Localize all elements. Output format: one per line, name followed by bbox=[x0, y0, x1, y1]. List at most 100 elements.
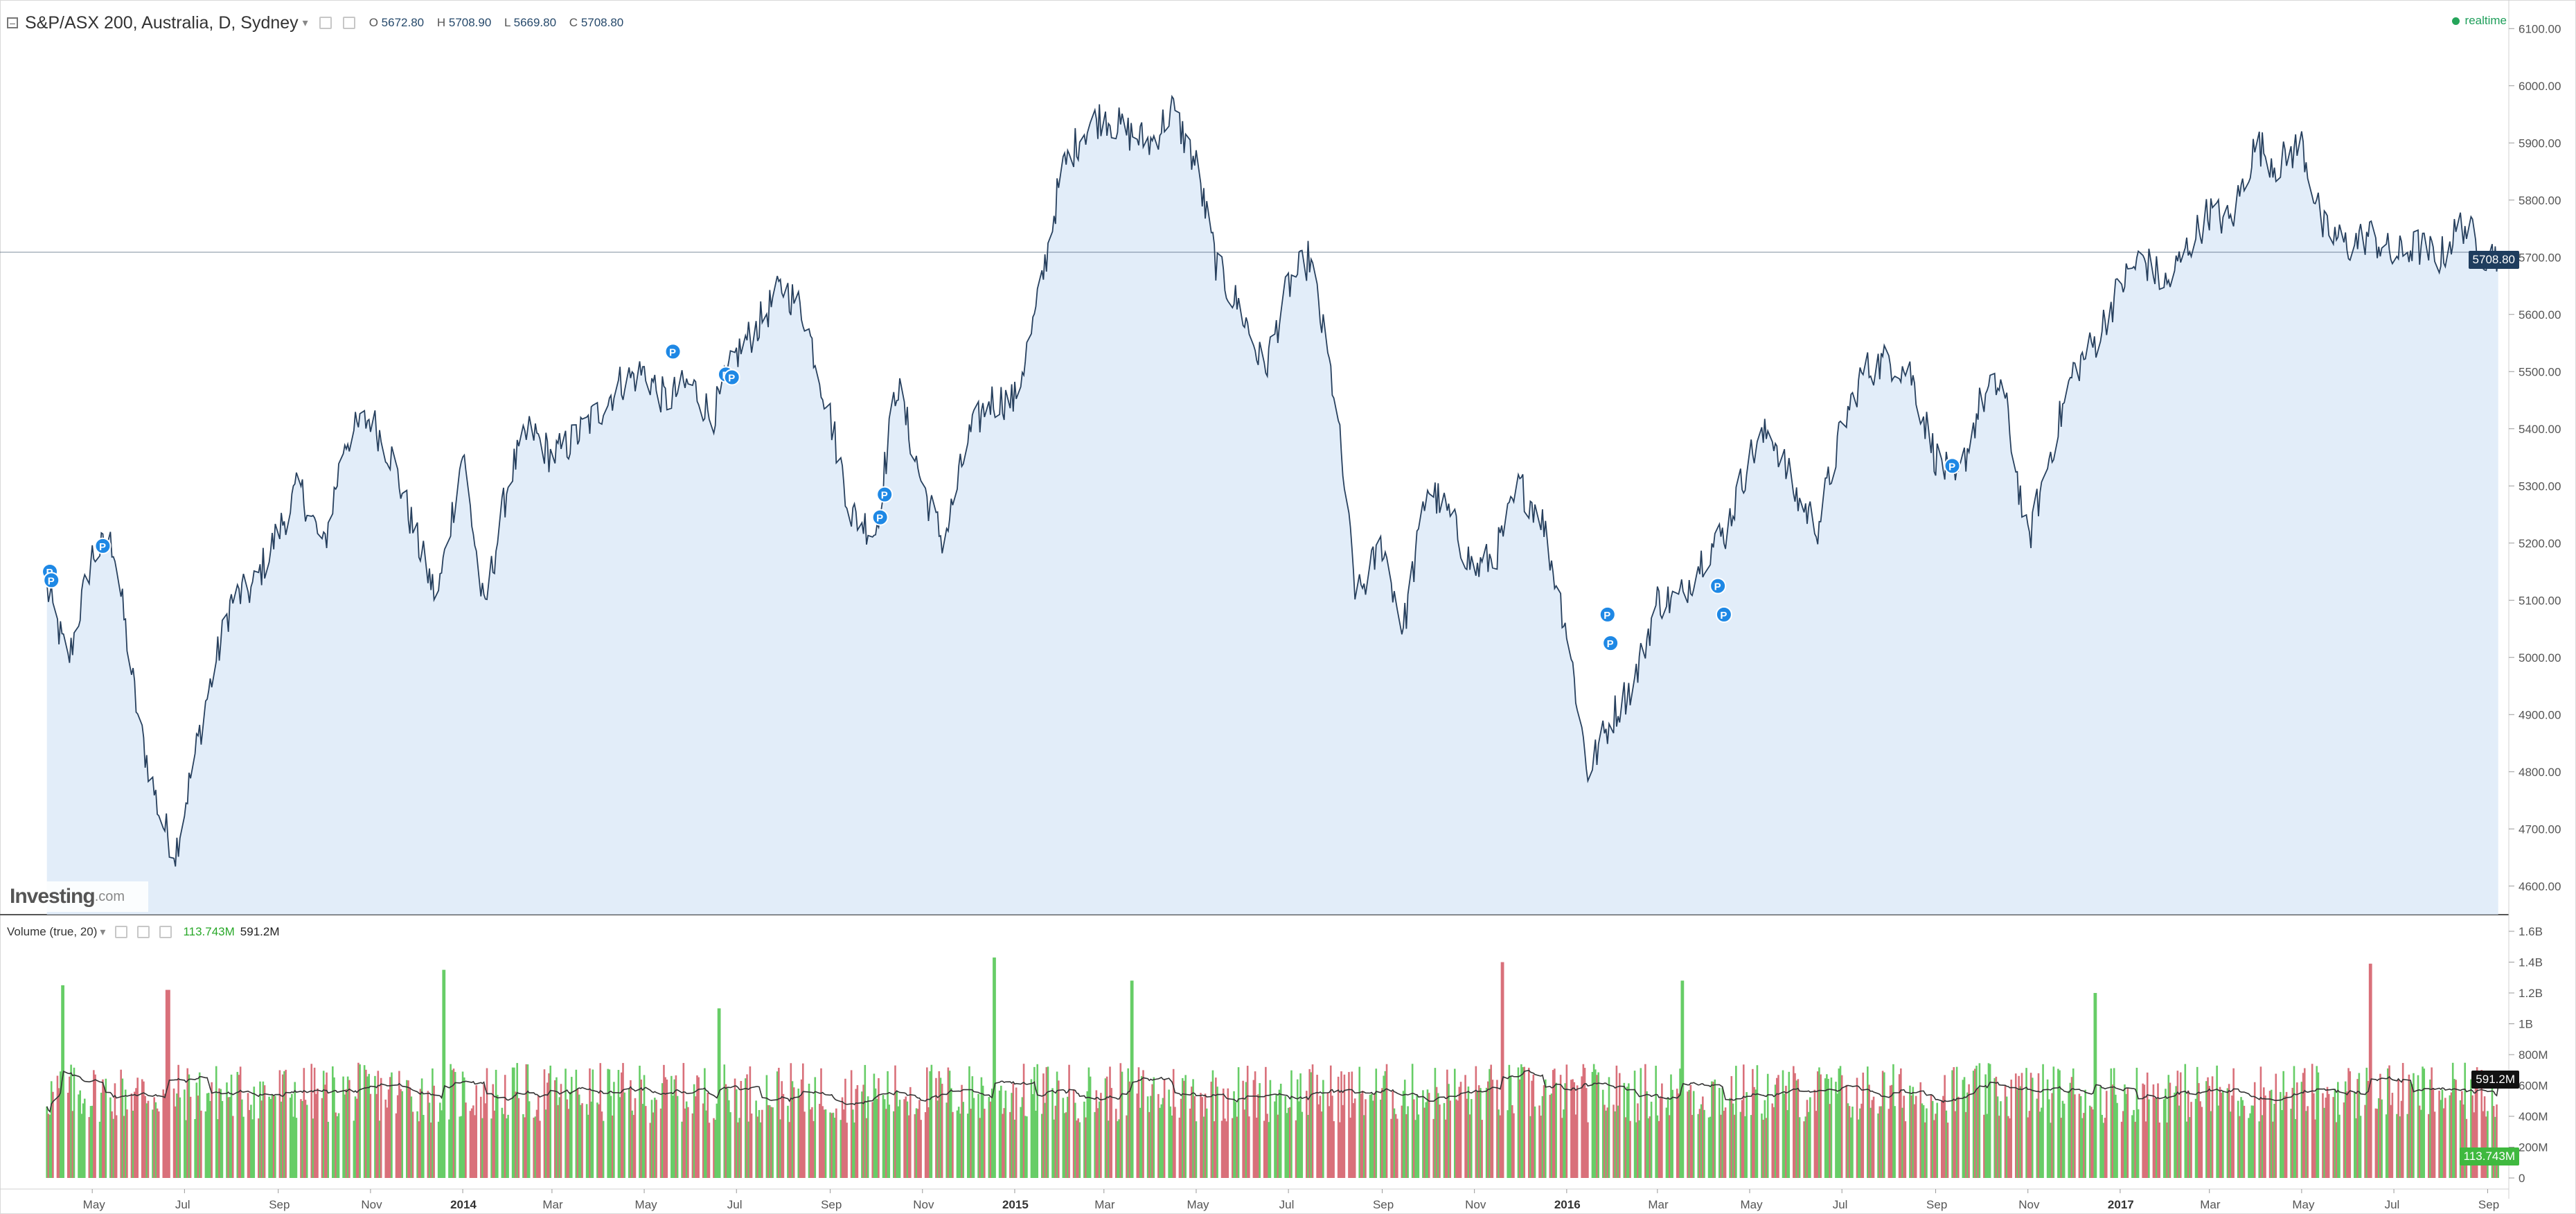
volume-axis-label: 200M bbox=[2519, 1141, 2548, 1154]
volume-bar bbox=[516, 1063, 518, 1178]
volume-bar bbox=[1687, 1091, 1689, 1178]
event-marker-label: P bbox=[99, 541, 106, 553]
event-marker bbox=[876, 486, 894, 503]
volume-bar bbox=[1162, 1098, 1164, 1178]
volume-bar bbox=[220, 1089, 222, 1178]
settings-icon[interactable] bbox=[342, 17, 355, 29]
volume-bar bbox=[778, 1068, 780, 1178]
volume-bar bbox=[585, 1104, 588, 1178]
collapse-icon[interactable]: – bbox=[7, 17, 18, 28]
volume-bar bbox=[2401, 1063, 2404, 1178]
volume-title[interactable]: Volume (true, 20) bbox=[7, 925, 98, 938]
volume-bar bbox=[2074, 1094, 2076, 1178]
main-legend: – S&P/ASX 200, Australia, D, Sydney ▾ O … bbox=[7, 12, 633, 33]
volume-bar bbox=[1085, 1117, 1087, 1178]
volume-bar bbox=[1735, 1066, 1737, 1178]
volume-bar bbox=[663, 1064, 665, 1178]
volume-bar bbox=[517, 1098, 520, 1178]
volume-bar bbox=[1623, 1082, 1626, 1178]
volume-bar bbox=[1307, 1114, 1309, 1178]
volume-bar bbox=[852, 1109, 854, 1178]
volume-bar bbox=[1402, 1091, 1405, 1178]
low-value: 5669.80 bbox=[513, 16, 557, 29]
volume-bar bbox=[1045, 1067, 1048, 1178]
volume-bar bbox=[1951, 1070, 1953, 1178]
volume-bar bbox=[2241, 1100, 2244, 1178]
volume-bar bbox=[152, 1109, 154, 1178]
volume-bar bbox=[272, 1096, 275, 1178]
volume-bar bbox=[1370, 1093, 1373, 1178]
volume-bar bbox=[496, 1095, 499, 1178]
volume-bar bbox=[495, 1069, 497, 1178]
volume-bar bbox=[1782, 1070, 1784, 1178]
volume-bar bbox=[980, 1077, 983, 1178]
volume-bar bbox=[2485, 1116, 2487, 1178]
volume-bar bbox=[363, 1065, 366, 1178]
volume-bar bbox=[1279, 1083, 1282, 1178]
volume-bar bbox=[1020, 1107, 1022, 1178]
volume-bar bbox=[1794, 1073, 1796, 1178]
volume-bar bbox=[918, 1100, 921, 1178]
volume-bar bbox=[1163, 1079, 1166, 1178]
volume-bar bbox=[1343, 1074, 1346, 1178]
close-value: 5708.80 bbox=[580, 16, 624, 29]
volume-bar bbox=[1655, 1066, 1657, 1178]
volume-bar bbox=[1718, 1087, 1721, 1178]
volume-bar bbox=[1403, 1080, 1406, 1178]
time-axis-label: May bbox=[1187, 1198, 1209, 1211]
volume-bar bbox=[1942, 1096, 1944, 1178]
volume-bar bbox=[1030, 1079, 1033, 1178]
volume-bar bbox=[1541, 1096, 1544, 1178]
volume-bar bbox=[483, 1084, 485, 1178]
volume-bar bbox=[841, 1097, 844, 1178]
chevron-down-icon[interactable]: ▾ bbox=[100, 926, 106, 938]
volume-bar bbox=[685, 1101, 688, 1178]
hide-icon[interactable] bbox=[319, 17, 332, 29]
time-axis-label: Mar bbox=[2200, 1198, 2221, 1211]
volume-bar bbox=[1629, 1120, 1631, 1178]
symbol-title[interactable]: S&P/ASX 200, Australia, D, Sydney bbox=[25, 12, 299, 33]
volume-bar bbox=[333, 1077, 335, 1178]
close-icon[interactable] bbox=[159, 926, 172, 938]
volume-bar bbox=[258, 1118, 260, 1178]
volume-bar bbox=[2376, 1109, 2379, 1178]
volume-bar bbox=[846, 1123, 848, 1178]
volume-bar bbox=[1709, 1116, 1712, 1178]
volume-bar bbox=[103, 1087, 105, 1178]
volume-bar bbox=[566, 1099, 569, 1178]
volume-bar bbox=[2207, 1077, 2209, 1178]
investing-logo[interactable]: Investing .com bbox=[10, 881, 148, 912]
volume-bar bbox=[443, 969, 446, 1178]
volume-bar bbox=[271, 1094, 274, 1178]
volume-bar bbox=[2131, 1115, 2133, 1178]
volume-bar bbox=[1849, 1117, 1852, 1178]
volume-bar bbox=[472, 1105, 474, 1178]
volume-bar bbox=[2431, 1067, 2433, 1178]
volume-bar bbox=[1826, 1074, 1828, 1178]
volume-bar bbox=[251, 1119, 254, 1178]
volume-bar bbox=[502, 1114, 505, 1178]
volume-bar bbox=[1360, 1093, 1362, 1178]
volume-bar bbox=[1869, 1107, 1872, 1178]
volume-bar bbox=[1665, 1107, 1668, 1178]
volume-bar bbox=[204, 1111, 207, 1178]
volume-bar bbox=[1393, 1108, 1396, 1178]
volume-bar bbox=[1700, 1104, 1703, 1178]
volume-bar bbox=[2347, 1068, 2350, 1178]
volume-bar bbox=[1729, 1098, 1731, 1178]
settings-icon[interactable] bbox=[137, 926, 150, 938]
volume-bar bbox=[750, 1114, 753, 1178]
volume-bar bbox=[2146, 1072, 2149, 1178]
volume-bar bbox=[405, 1080, 408, 1178]
volume-bar bbox=[469, 1111, 472, 1178]
volume-bar bbox=[1234, 1102, 1237, 1178]
volume-bar bbox=[1301, 1111, 1304, 1178]
hide-icon[interactable] bbox=[115, 926, 128, 938]
volume-bar bbox=[69, 1076, 71, 1178]
volume-bar bbox=[2497, 1160, 2500, 1178]
chevron-down-icon[interactable]: ▾ bbox=[302, 17, 308, 29]
volume-bar bbox=[2314, 1119, 2316, 1178]
volume-bar bbox=[2016, 1089, 2018, 1178]
